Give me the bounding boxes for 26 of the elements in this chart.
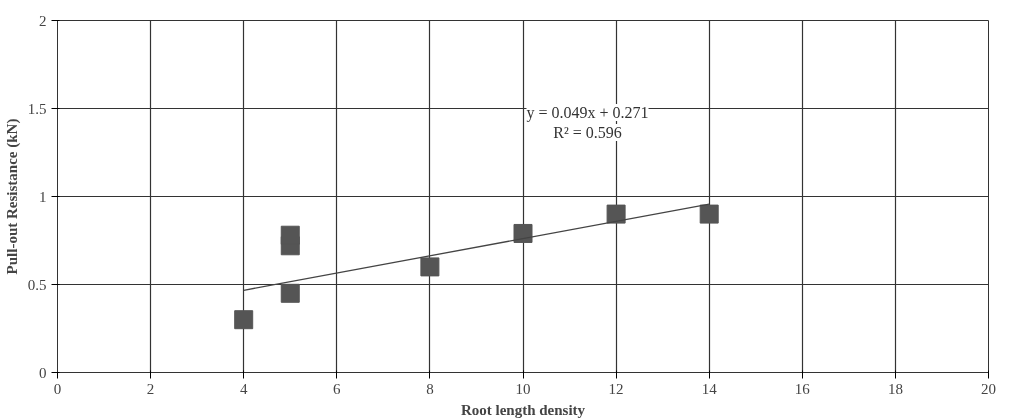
y-tick-label: 1 [39,188,47,205]
x-tick-label: 2 [146,380,155,397]
x-tick-label: 12 [608,380,624,397]
y-tick-label: 2 [39,12,47,29]
x-tick-label: 10 [515,380,531,397]
annotation: y = 0.049x + 0.271 R² = 0.596 [526,104,649,141]
x-axis-title: Root length density [460,401,586,418]
point [606,204,626,224]
x-tick-label: 20 [981,380,996,397]
point [699,204,719,224]
point [280,283,300,303]
point [280,225,300,245]
x-tick-label: 0 [53,380,62,397]
y-tick-label: 1.5 [27,100,47,117]
x-tick-label: 4 [239,380,248,397]
x-tick-label: 16 [794,380,811,397]
x-tick-label: 18 [887,380,903,397]
x-tick-label: 8 [426,380,434,397]
point [420,257,440,277]
x-tick-label: 6 [333,380,342,397]
x-tick-label: 14 [701,380,718,397]
point [234,310,254,330]
point [513,223,533,243]
y-tick-label: 0 [39,364,47,381]
y-axis-title: Pull-out Resistance (kN) [3,118,21,275]
y-tick-label: 0.5 [27,276,47,293]
